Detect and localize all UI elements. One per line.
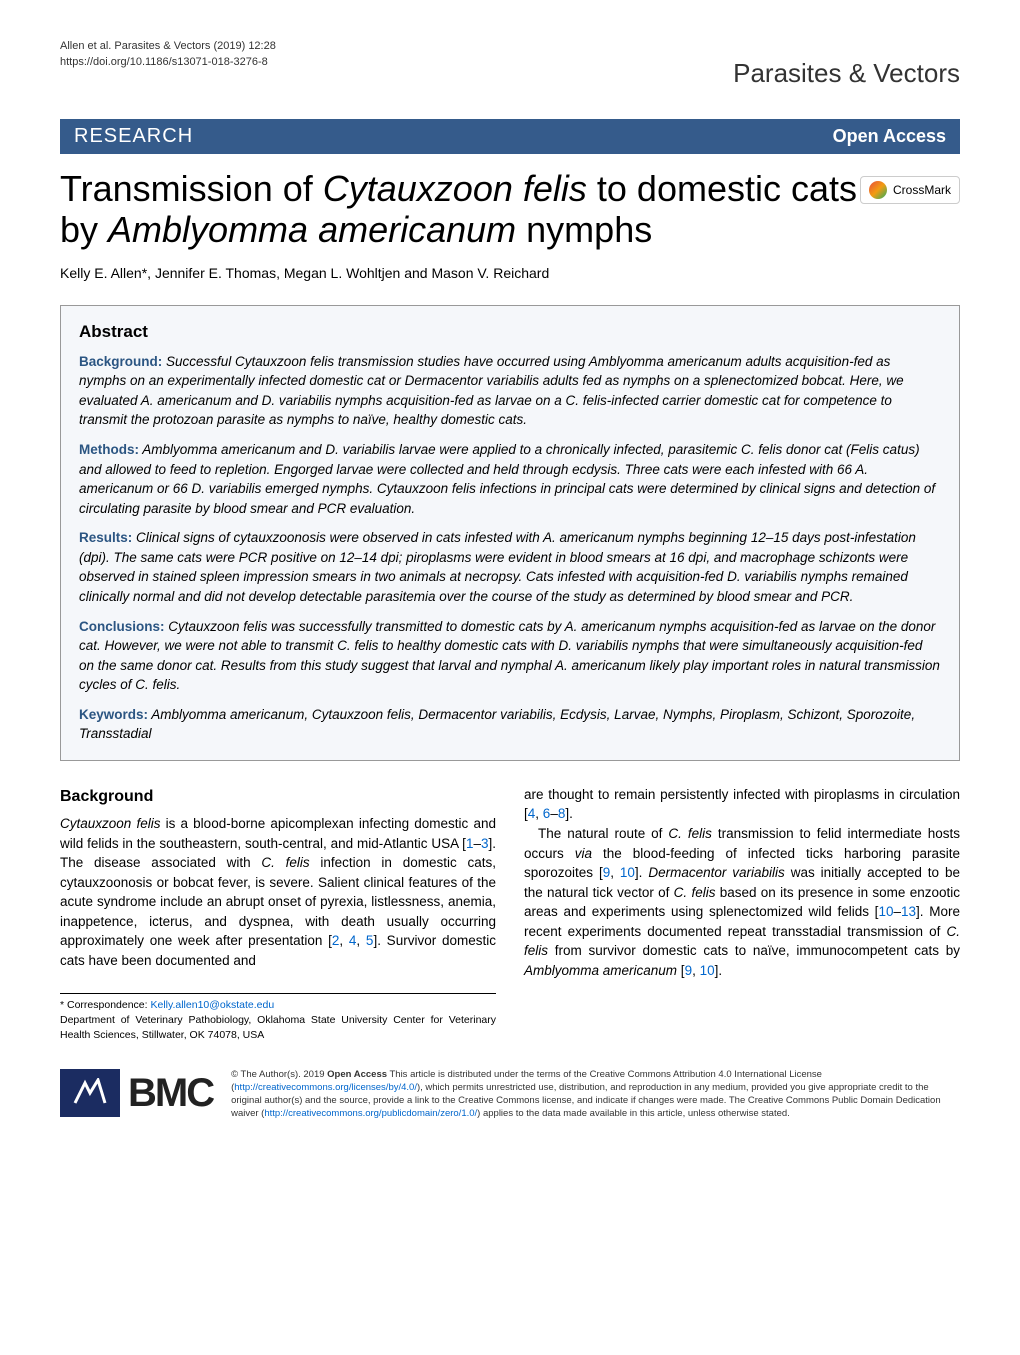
- body-columns: Background Cytauxzoon felis is a blood-b…: [60, 785, 960, 1043]
- bmc-text: BMC: [128, 1071, 213, 1116]
- abstract-background: Background: Successful Cytauxzoon felis …: [79, 352, 941, 430]
- background-para-1-cont: are thought to remain persistently infec…: [524, 785, 960, 824]
- ref-link[interactable]: 10: [878, 904, 893, 919]
- column-left: Background Cytauxzoon felis is a blood-b…: [60, 785, 496, 1043]
- article-title: Transmission of Cytauxzoon felis to dome…: [60, 168, 960, 251]
- abstract-results: Results: Clinical signs of cytauxzoonosi…: [79, 528, 941, 606]
- background-para-2: The natural route of C. felis transmissi…: [524, 824, 960, 981]
- correspondence-email[interactable]: Kelly.allen10@okstate.edu: [150, 999, 274, 1011]
- correspondence: * Correspondence: Kelly.allen10@okstate.…: [60, 993, 496, 1044]
- abstract-heading: Abstract: [79, 322, 941, 342]
- open-access-label: Open Access: [833, 126, 946, 147]
- article-type-banner: RESEARCH Open Access: [60, 119, 960, 154]
- ref-link[interactable]: 10: [620, 865, 635, 880]
- abstract-conclusions: Conclusions: Cytauxzoon felis was succes…: [79, 617, 941, 695]
- abstract-methods: Methods: Amblyomma americanum and D. var…: [79, 440, 941, 518]
- authors: Kelly E. Allen*, Jennifer E. Thomas, Meg…: [60, 265, 960, 281]
- crossmark-badge[interactable]: CrossMark: [860, 176, 960, 204]
- article-type: RESEARCH: [74, 125, 193, 148]
- abstract-box: Abstract Background: Successful Cytauxzo…: [60, 305, 960, 761]
- license-text: © The Author(s). 2019 Open Access This a…: [231, 1069, 960, 1120]
- bmc-logo: BMC: [60, 1069, 213, 1117]
- ref-link[interactable]: 13: [901, 904, 916, 919]
- waiver-link[interactable]: http://creativecommons.org/publicdomain/…: [264, 1108, 477, 1119]
- background-para-1: Cytauxzoon felis is a blood-borne apicom…: [60, 814, 496, 971]
- license-link[interactable]: http://creativecommons.org/licenses/by/4…: [234, 1082, 417, 1093]
- citation: Allen et al. Parasites & Vectors (2019) …: [60, 40, 960, 52]
- ref-link[interactable]: 9: [685, 963, 693, 978]
- bmc-icon: [60, 1069, 120, 1117]
- background-heading: Background: [60, 785, 496, 808]
- ref-link[interactable]: 10: [700, 963, 715, 978]
- crossmark-text: CrossMark: [893, 183, 951, 197]
- column-right: are thought to remain persistently infec…: [524, 785, 960, 1043]
- abstract-keywords: Keywords: Amblyomma americanum, Cytauxzo…: [79, 705, 941, 744]
- correspondence-dept: Department of Veterinary Pathobiology, O…: [60, 1014, 496, 1041]
- footer: BMC © The Author(s). 2019 Open Access Th…: [60, 1069, 960, 1120]
- crossmark-icon: [869, 181, 887, 199]
